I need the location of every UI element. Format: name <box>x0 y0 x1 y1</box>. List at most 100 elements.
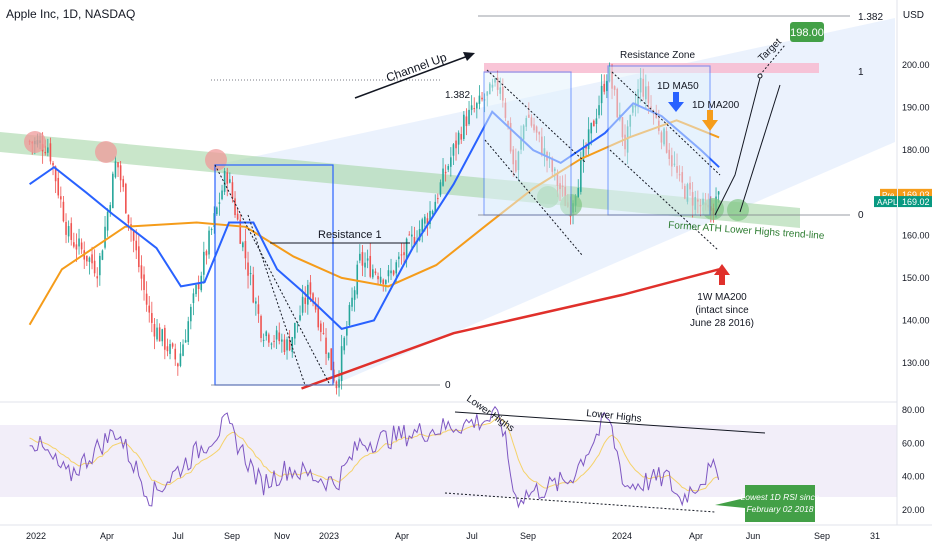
candle-body <box>465 116 468 127</box>
top-circle <box>205 149 227 171</box>
descending-channel-line <box>247 214 306 386</box>
time-tick: Jun <box>746 531 761 541</box>
candle-body <box>400 254 403 256</box>
candle-body <box>351 297 353 307</box>
candle-body <box>213 213 216 227</box>
w-ma200-arrow-head <box>714 264 730 275</box>
candle-body <box>460 134 463 140</box>
lowest-rsi-callout <box>715 485 815 522</box>
price-tick: 180.00 <box>902 145 930 155</box>
time-tick: 2024 <box>612 531 632 541</box>
candle-body <box>299 315 301 321</box>
candle-body <box>338 379 340 388</box>
time-tick: Sep <box>224 531 240 541</box>
candle-body <box>392 270 395 275</box>
currency-label[interactable]: USD <box>902 10 924 21</box>
candle-body <box>273 340 275 342</box>
pre-label: Pre <box>882 191 895 200</box>
candle-body <box>346 328 348 336</box>
candle-body <box>366 258 369 261</box>
time-tick: Apr <box>100 531 114 541</box>
candle-body <box>325 337 327 354</box>
rsi-layer <box>29 405 766 513</box>
candle-body <box>390 270 392 274</box>
candle-body <box>229 179 231 183</box>
candle-body <box>166 346 169 352</box>
time-tick: Jul <box>172 531 184 541</box>
candle-body <box>286 339 288 351</box>
candle-body <box>57 177 60 196</box>
candle-body <box>244 241 247 259</box>
candle-body <box>717 191 720 195</box>
candle-body <box>226 172 229 184</box>
fib-level-label: 1.382 <box>858 12 883 23</box>
candle-body <box>411 234 413 237</box>
target-value: 198.00 <box>790 27 824 39</box>
fib-level-label: 1.382 <box>445 90 470 101</box>
candle-body <box>455 140 457 149</box>
candle-body <box>174 348 177 360</box>
candle-body <box>117 162 119 168</box>
time-tick: Sep <box>520 531 536 541</box>
candle-body <box>288 339 291 351</box>
candle-body <box>145 293 148 305</box>
candle-body <box>151 313 153 323</box>
candle-body <box>164 327 166 350</box>
candle-body <box>327 352 330 359</box>
candle-body <box>177 363 179 367</box>
candle-body <box>364 262 366 268</box>
candle-body <box>322 332 325 334</box>
candle-body <box>218 202 221 204</box>
candle-body <box>481 97 483 100</box>
candle-body <box>249 273 252 275</box>
candle-body <box>590 122 593 134</box>
candle-body <box>585 145 587 149</box>
candle-body <box>437 198 439 200</box>
candle-body <box>314 303 317 310</box>
candle-body <box>320 323 322 333</box>
candle-body <box>452 144 455 156</box>
candle-body <box>343 337 346 351</box>
candle-body <box>403 252 405 256</box>
candle-body <box>395 262 398 274</box>
candle-body <box>104 226 106 248</box>
time-tick: 31 <box>870 531 880 541</box>
candle-body <box>463 114 465 139</box>
candle-body <box>101 250 104 260</box>
rsi-lower-highs-line <box>454 411 766 434</box>
ma50-arrow-head <box>668 102 684 112</box>
w-ma200-label: (intact since <box>695 305 749 316</box>
candle-body <box>65 221 67 235</box>
candle-body <box>265 331 268 337</box>
descending-channel-line <box>486 69 586 163</box>
candle-body <box>171 343 174 347</box>
candle-body <box>78 238 80 247</box>
w-ma200-label: 1W MA200 <box>697 292 747 303</box>
candle-body <box>190 306 192 322</box>
candle-body <box>382 279 385 285</box>
candle-body <box>262 339 265 341</box>
candle-body <box>424 216 426 224</box>
resistance-zone-label: Resistance Zone <box>620 50 695 61</box>
price-tick: 200.00 <box>902 60 930 70</box>
candle-body <box>593 120 595 127</box>
candle-body <box>70 223 73 240</box>
w-ma200-arrow-shaft <box>719 275 725 285</box>
candle-body <box>413 237 416 246</box>
candle-body <box>169 344 171 354</box>
target-badge <box>790 22 824 42</box>
candle-body <box>418 229 421 241</box>
channel-up-arrowhead <box>463 52 475 61</box>
candle-body <box>312 293 314 301</box>
target-dotted-line <box>759 44 786 76</box>
candle-body <box>356 264 359 295</box>
candle-body <box>96 276 99 279</box>
candle-body <box>387 270 390 277</box>
candle-body <box>275 330 278 340</box>
candle-body <box>470 105 473 110</box>
candle-body <box>158 327 161 342</box>
candle-body <box>291 336 294 353</box>
top-circle <box>95 141 117 163</box>
